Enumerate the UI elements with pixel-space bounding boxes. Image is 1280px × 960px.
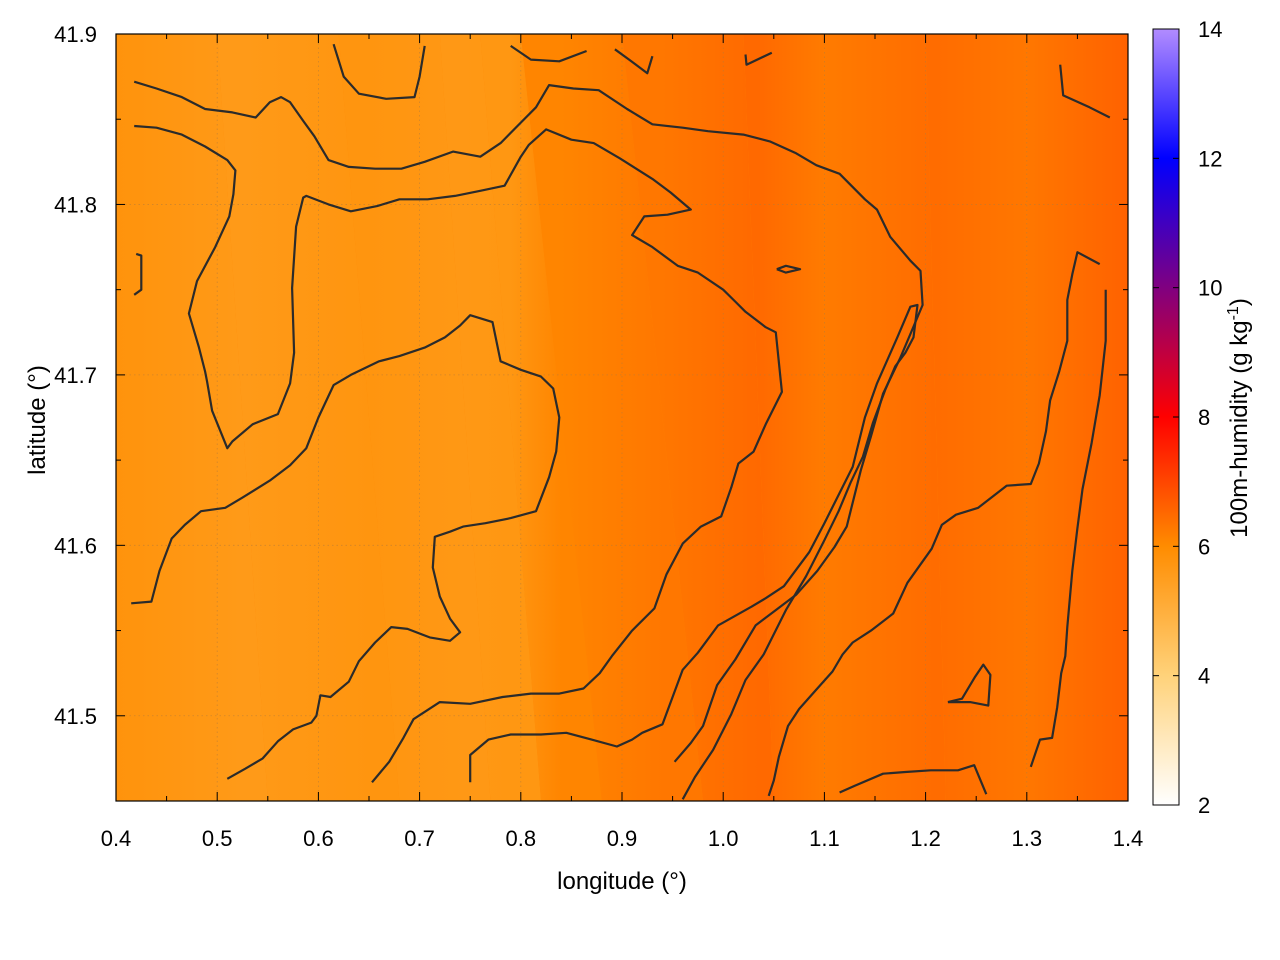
colorbar-tick-label: 12 xyxy=(1198,146,1222,171)
y-tick-label: 41.6 xyxy=(54,533,97,558)
heatmap-band xyxy=(925,34,1027,801)
heatmap-band xyxy=(217,34,400,801)
heatmap-band xyxy=(480,34,602,801)
contour-line xyxy=(744,51,773,66)
colorbar-tick-label: 14 xyxy=(1198,17,1222,42)
x-tick-label: 0.9 xyxy=(607,826,638,851)
contour-line xyxy=(767,251,1101,797)
y-axis-ticks: 41.5 41.6 41.7 41.8 41.9 xyxy=(54,22,1128,802)
contour-line xyxy=(776,264,802,274)
heatmap-band xyxy=(743,34,825,801)
heatmap-band xyxy=(622,34,774,801)
colorbar-tick-label: 8 xyxy=(1198,405,1210,430)
colorbar-tick-label: 10 xyxy=(1198,276,1222,301)
y-axis-label: latitude (°) xyxy=(24,365,51,475)
colorbar-tick-label: 2 xyxy=(1198,793,1210,818)
heatmap-field xyxy=(116,34,1128,801)
colorbar-tick-label: 4 xyxy=(1198,664,1210,689)
y-tick-label: 41.8 xyxy=(54,192,97,217)
x-tick-label: 1.4 xyxy=(1113,826,1144,851)
colorbar-label: 100m-humidity (g kg-1) xyxy=(1225,298,1253,538)
x-axis-ticks: 0.4 0.5 0.6 0.7 0.8 0.9 1.0 1.1 1.2 1.3 1.4 xyxy=(101,34,1144,851)
x-tick-label: 0.7 xyxy=(404,826,435,851)
heatmap-band xyxy=(1026,34,1128,801)
contour-line xyxy=(839,764,988,795)
x-axis-label: longitude (°) xyxy=(557,868,687,895)
contour-line xyxy=(1059,64,1111,119)
contour-line xyxy=(133,252,143,296)
contour-line xyxy=(131,314,561,780)
x-tick-label: 0.5 xyxy=(202,826,233,851)
contour-lines xyxy=(131,43,1111,800)
x-tick-label: 0.8 xyxy=(506,826,537,851)
heatmap-band xyxy=(116,34,268,801)
heatmap-band xyxy=(439,34,542,801)
y-tick-label: 41.7 xyxy=(54,363,97,388)
contour-line xyxy=(510,44,587,63)
grid-lines xyxy=(116,34,1128,801)
contour-line xyxy=(947,663,992,707)
y-tick-label: 41.9 xyxy=(54,22,97,47)
heatmap-band xyxy=(520,34,703,801)
contour-line xyxy=(134,124,784,784)
contour-line xyxy=(332,43,426,100)
heatmap-band xyxy=(338,34,491,801)
heatmap-band xyxy=(824,34,946,801)
contour-line xyxy=(614,48,654,75)
x-tick-label: 1.0 xyxy=(708,826,739,851)
colorbar-tick-label: 6 xyxy=(1198,534,1210,559)
contour-line xyxy=(1029,289,1107,768)
x-tick-label: 1.3 xyxy=(1012,826,1043,851)
x-tick-label: 0.6 xyxy=(303,826,334,851)
x-tick-label: 0.4 xyxy=(101,826,132,851)
colorbar-ticks: 2 4 6 8 10 12 14 xyxy=(1153,17,1222,818)
y-tick-label: 41.5 xyxy=(54,704,97,729)
contour-line xyxy=(133,80,924,763)
contour-line xyxy=(469,303,919,800)
x-tick-label: 1.2 xyxy=(910,826,941,851)
x-tick-label: 1.1 xyxy=(809,826,840,851)
